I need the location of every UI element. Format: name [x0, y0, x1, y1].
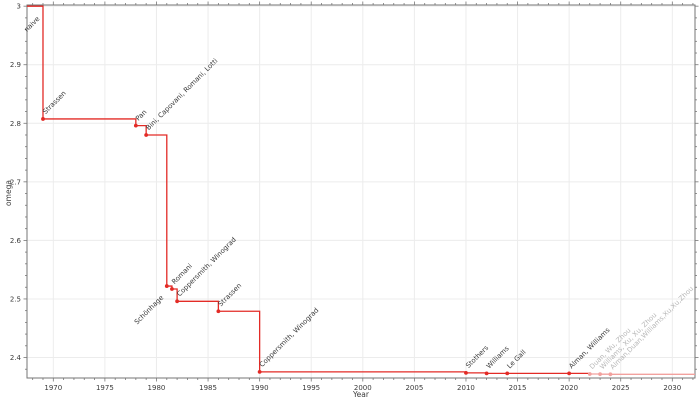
y-tick-label: 2.5 — [10, 295, 21, 303]
data-point — [464, 371, 468, 375]
data-point — [505, 371, 510, 376]
x-tick-label: 1980 — [148, 384, 166, 392]
y-tick-label: 2.9 — [10, 61, 21, 69]
data-point — [41, 117, 45, 121]
y-axis-label: omega — [4, 180, 13, 206]
y-tick-label: 2.7 — [10, 178, 21, 186]
chart-generated: 1970 1975 1980 1985 1990 1995 2000 2005 2010 2015… — [10, 1, 699, 392]
data-point — [608, 372, 613, 377]
y-tick-label: 2.6 — [10, 237, 22, 245]
x-tick-label: 1985 — [199, 384, 217, 392]
x-tick-label: 1995 — [302, 384, 320, 392]
x-tick-label: 2025 — [612, 384, 630, 392]
x-axis-label: Year — [352, 390, 370, 399]
point-label: Williams, Xu, Xu, Zhou — [598, 311, 658, 371]
point-label: Alman,Duan,Williams,Xu,Xu,Zhou — [609, 285, 695, 371]
data-point — [587, 372, 592, 376]
x-tick-label: 1970 — [44, 384, 62, 392]
data-point — [484, 371, 489, 376]
data-point — [133, 123, 138, 128]
x-tick-label: 2010 — [457, 384, 475, 392]
ticks — [23, 1, 699, 382]
x-tick-label: 2015 — [509, 384, 527, 392]
data-point — [216, 309, 221, 314]
point-label: Strassen — [217, 282, 244, 309]
x-tick-label: 1975 — [96, 384, 114, 392]
point-label: Strassen — [41, 89, 68, 116]
data-point — [567, 371, 572, 376]
x-tick-label: 2005 — [405, 384, 423, 392]
data-point — [257, 369, 262, 374]
data-point — [144, 133, 149, 137]
y-tick-label: 2.8 — [10, 120, 21, 128]
data-point — [175, 299, 180, 304]
data-point — [598, 372, 602, 377]
x-tick-label: 2020 — [560, 384, 578, 392]
point-label: Pan — [134, 108, 148, 122]
omega-step-line-faded — [589, 373, 695, 375]
x-tick-label: 1990 — [251, 384, 269, 392]
x-tick-label: 2000 — [354, 384, 372, 392]
y-tick-label: 3 — [17, 3, 21, 11]
x-tick-label: 2030 — [663, 384, 681, 392]
data-point — [170, 287, 174, 291]
y-tick-label: 2.4 — [10, 354, 22, 362]
data-point — [164, 284, 169, 288]
gridlines — [27, 5, 695, 378]
plot-frame — [26, 4, 696, 379]
